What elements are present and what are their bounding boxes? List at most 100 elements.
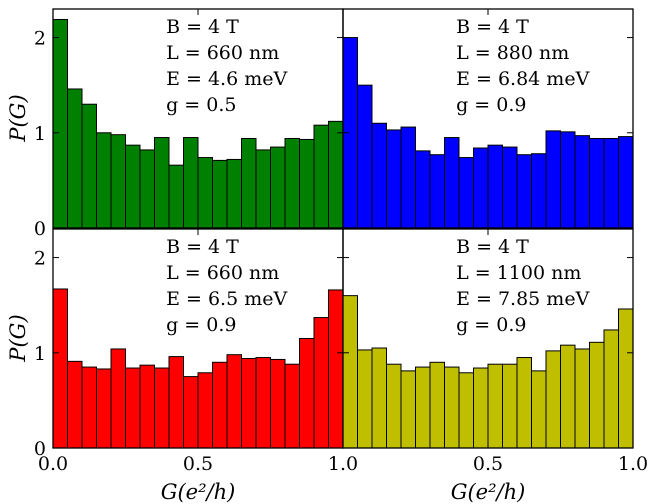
panel-bottom-right: 0.5 1.0 B = 4 T L = 1100 nm E = 7.85 meV g = … [342, 228, 648, 475]
histogram-bar [125, 367, 141, 449]
histogram-bar [603, 138, 619, 229]
histogram-bar [183, 376, 199, 449]
panel-annotation-line: L = 660 nm [166, 262, 279, 284]
panel-annotation-line: E = 6.5 meV [166, 288, 287, 310]
histogram-bar [284, 363, 300, 449]
histogram-bar [429, 361, 445, 449]
histogram-bar [502, 363, 518, 449]
histogram-bar [168, 356, 184, 449]
histogram-bar [473, 367, 489, 449]
histogram-bar [183, 137, 199, 229]
histogram-bar [516, 357, 532, 449]
histogram-bar [197, 372, 213, 449]
histogram-bar [67, 88, 83, 229]
x-axis-label-right: G(e²/h) [451, 480, 526, 504]
histogram-bar [139, 149, 155, 229]
histogram-bar [284, 138, 300, 229]
histogram-bar [400, 370, 416, 449]
panel-annotation-line: g = 0.9 [166, 314, 236, 336]
panel-annotation-line: L = 1100 nm [456, 262, 581, 284]
histogram-bar [415, 366, 431, 449]
histogram-bar [212, 159, 228, 229]
histogram-bar [81, 103, 97, 229]
histogram-bar [110, 134, 126, 229]
y-tick-label: 0 [34, 218, 46, 240]
histogram-bar [313, 317, 329, 449]
histogram-bar [589, 341, 605, 449]
histogram-bar [574, 348, 590, 449]
panel-bottom-left: 0 1 2 0.0 0.5 1.0 B = 4 T L = 660 nm E = 6.5 meV… [34, 228, 358, 475]
histogram-bar [487, 363, 503, 449]
histogram-bar [52, 288, 68, 449]
y-tick-label: 1 [34, 123, 46, 145]
histogram-bar [357, 349, 373, 449]
histogram-bar [125, 144, 141, 229]
histogram-bar [342, 295, 358, 449]
histogram-bar [531, 153, 547, 229]
histogram-bar [96, 132, 112, 229]
axes-text-layer: P(G) P(G) G(e²/h) G(e²/h) [6, 94, 525, 504]
histogram-bar [168, 164, 184, 229]
histogram-bar [444, 366, 460, 449]
histogram-bar [96, 368, 112, 449]
x-tick-label: 0.5 [183, 453, 213, 475]
histogram-bar [444, 137, 460, 229]
panel-annotation-line: E = 7.85 meV [456, 288, 589, 310]
histogram-bar [560, 344, 576, 449]
histogram-bar [197, 157, 213, 229]
panel-annotation-line: B = 4 T [456, 16, 529, 38]
histogram-bar [415, 150, 431, 229]
histogram-bar [241, 138, 257, 229]
histogram-bar [226, 354, 242, 449]
histogram-bar [154, 367, 170, 449]
histogram-bar [226, 158, 242, 229]
histogram-bar [589, 138, 605, 229]
panel-annotation-line: g = 0.9 [456, 94, 526, 116]
histogram-bar [531, 370, 547, 449]
histogram-bar [618, 308, 634, 449]
panel-top-left: 0 1 2 B = 4 T L = 660 nm E = 4.6 meV g = 0.5 [34, 8, 344, 240]
histogram-bar [255, 149, 271, 229]
histogram-bar [299, 338, 315, 449]
histogram-bar [139, 364, 155, 449]
histogram-bar [545, 350, 561, 449]
panel-annotation-line: g = 0.5 [166, 94, 236, 116]
y-tick-label: 0 [34, 438, 46, 460]
histogram-bar [458, 157, 474, 229]
panel-annotation-line: L = 660 nm [166, 42, 279, 64]
histogram-bar [473, 147, 489, 229]
histogram-bar [52, 18, 68, 229]
x-tick-label: 0.0 [38, 453, 68, 475]
histogram-bar [603, 329, 619, 449]
x-axis-label-left: G(e²/h) [161, 480, 236, 504]
panel-annotation-line: E = 6.84 meV [456, 68, 589, 90]
histogram-bar [110, 348, 126, 449]
histogram-bar [545, 130, 561, 229]
panel-annotation-line: B = 4 T [166, 236, 239, 258]
panel-annotation-line: L = 880 nm [456, 42, 569, 64]
histogram-bar [386, 363, 402, 449]
histogram-bar [516, 154, 532, 229]
y-axis-label-top: P(G) [6, 94, 30, 142]
histogram-bar [241, 358, 257, 449]
histogram-bar [313, 124, 329, 229]
panel-annotation-line: g = 0.9 [456, 314, 526, 336]
x-tick-label: 1.0 [618, 453, 648, 475]
histogram-bar [574, 135, 590, 229]
histogram-bar [67, 360, 83, 449]
histogram-bar [371, 347, 387, 449]
panels-layer: 0 1 2 B = 4 T L = 660 nm E = 4.6 meV g = 0.5 B … [34, 8, 648, 475]
histogram-bar [255, 357, 271, 449]
panel-annotation-line: E = 4.6 meV [166, 68, 287, 90]
y-axis-label-bottom: P(G) [6, 314, 30, 362]
histogram-bar [154, 137, 170, 229]
panel-annotation-line: B = 4 T [166, 16, 239, 38]
histogram-bar [560, 131, 576, 229]
histogram-bar [487, 144, 503, 229]
x-tick-label: 1.0 [328, 453, 358, 475]
histogram-bar [212, 361, 228, 449]
histogram-bar [371, 122, 387, 229]
y-tick-label: 1 [34, 343, 46, 365]
panel-annotation-line: B = 4 T [456, 236, 529, 258]
histogram-bar [270, 358, 286, 449]
